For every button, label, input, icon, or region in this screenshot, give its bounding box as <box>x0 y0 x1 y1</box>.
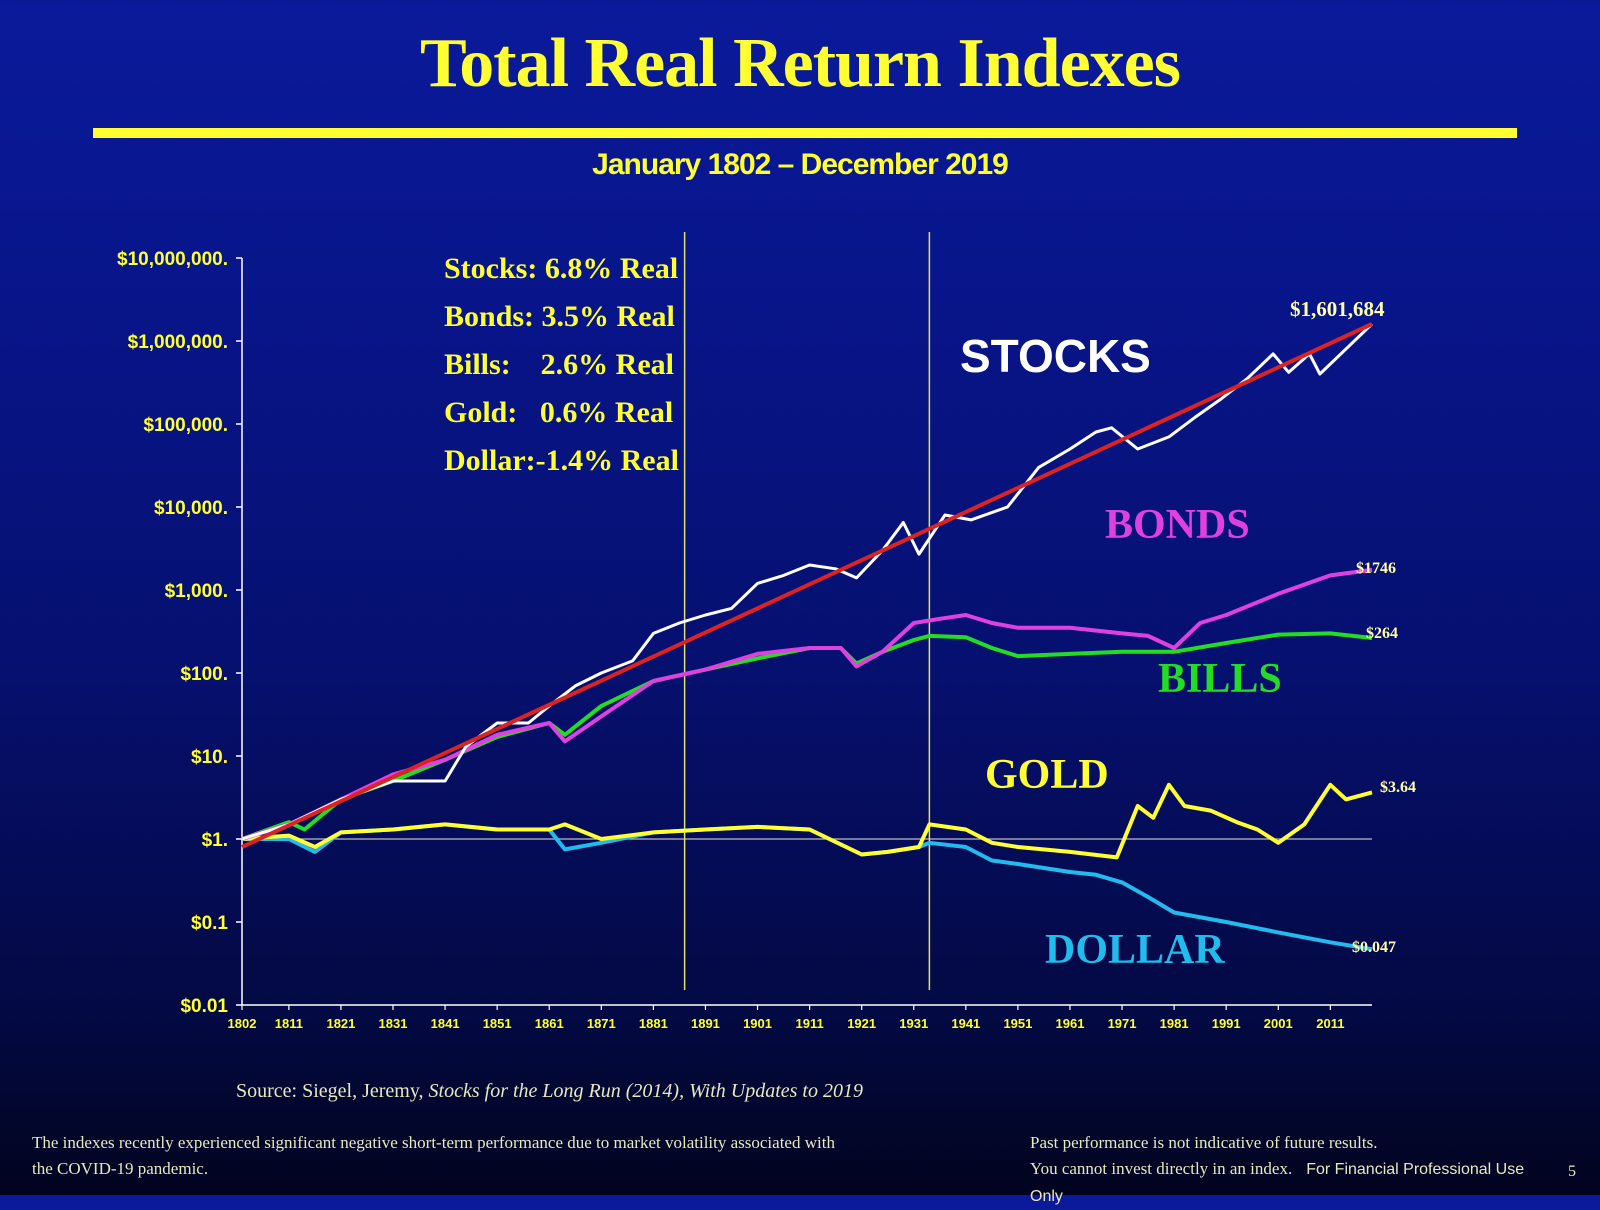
footnote-right-line1: Past performance is not indicative of fu… <box>1030 1133 1378 1152</box>
footnote-right: Past performance is not indicative of fu… <box>1030 1130 1560 1210</box>
return-index-chart: $0.01 $0.1 $1. $10. $100. $1,000. $10,000. $100… <box>117 232 1416 1031</box>
x-tick-label: 1961 <box>1056 1016 1085 1031</box>
y-tick-label: $0.1 <box>191 913 228 934</box>
y-tick-label: $1,000,000. <box>128 332 228 353</box>
end-value-stocks: $1,601,684 <box>1290 297 1385 321</box>
x-tick-label: 1831 <box>379 1016 408 1031</box>
x-tick-label: 1851 <box>483 1016 512 1031</box>
series-label-dollar: DOLLAR <box>1045 927 1225 973</box>
slide-title: Total Real Return Indexes <box>420 25 1181 102</box>
series-label-bills: BILLS <box>1158 656 1282 702</box>
end-value-gold: $3.64 <box>1380 779 1416 796</box>
x-tick-label: 1811 <box>275 1016 303 1031</box>
x-tick-label: 2001 <box>1264 1016 1293 1031</box>
x-tick-label: 1821 <box>326 1016 355 1031</box>
y-tick-label: $0.01 <box>180 996 228 1017</box>
x-tick-label: 1991 <box>1212 1016 1241 1031</box>
y-tick-label: $100,000. <box>143 415 228 436</box>
x-tick-label: 1921 <box>847 1016 876 1031</box>
x-tick-label: 1861 <box>535 1016 564 1031</box>
x-tick-label: 1981 <box>1160 1016 1189 1031</box>
slide-subtitle: January 1802 – December 2019 <box>592 148 1009 181</box>
footnote-left: The indexes recently experienced signifi… <box>32 1133 835 1178</box>
x-tick-label: 1971 <box>1108 1016 1137 1031</box>
y-tick-label: $1. <box>202 830 228 851</box>
real-return-line: Bonds: 3.5% Real <box>444 300 675 333</box>
x-tick-label: 1901 <box>743 1016 772 1031</box>
series-label-bonds: BONDS <box>1105 502 1250 548</box>
page-number: 5 <box>1568 1163 1576 1180</box>
end-value-dollar: $0.047 <box>1352 939 1396 956</box>
real-return-line: Stocks: 6.8% Real <box>444 252 678 285</box>
end-value-bonds: $1746 <box>1356 560 1396 577</box>
y-tick-label: $100. <box>180 664 228 685</box>
source-note: Source: Siegel, Jeremy, Stocks for the L… <box>236 1080 863 1103</box>
source-prefix: Source: Siegel, Jeremy, <box>236 1080 429 1102</box>
title-rule <box>93 128 1517 138</box>
y-tick-label: $10,000,000. <box>117 249 228 270</box>
footnote-right-line2: You cannot invest directly in an index. F… <box>1030 1156 1560 1210</box>
x-tick-label: 1891 <box>691 1016 720 1031</box>
y-tick-label: $10. <box>191 747 228 768</box>
x-tick-label: 1871 <box>587 1016 616 1031</box>
series-line-stocks <box>241 322 1374 841</box>
series-line-bonds <box>241 567 1373 841</box>
real-return-line: Dollar:-1.4% Real <box>444 444 679 477</box>
x-tick-label: 1911 <box>796 1016 824 1031</box>
source-title: Stocks for the Long Run (2014), With Upd… <box>428 1080 863 1102</box>
series-label-stocks: STOCKS <box>960 330 1151 382</box>
x-tick-label: 1951 <box>1003 1016 1032 1031</box>
y-tick-label: $10,000. <box>154 498 228 519</box>
y-tick-label: $1,000. <box>165 581 228 602</box>
series-label-gold: GOLD <box>985 752 1109 798</box>
real-return-line: Gold: 0.6% Real <box>444 396 673 429</box>
series-line-trend <box>241 322 1373 849</box>
x-tick-label: 1941 <box>951 1016 980 1031</box>
real-return-line: Bills: 2.6% Real <box>444 348 674 381</box>
x-tick-label: 1841 <box>431 1016 460 1031</box>
series-line-gold <box>241 782 1373 860</box>
end-value-bills: $264 <box>1366 625 1398 642</box>
x-tick-label: 1881 <box>639 1016 668 1031</box>
x-tick-label: 2011 <box>1316 1016 1344 1031</box>
footnote-right-index: You cannot invest directly in an index. <box>1030 1159 1293 1178</box>
x-tick-label: 1802 <box>228 1016 257 1031</box>
x-tick-label: 1931 <box>899 1016 928 1031</box>
